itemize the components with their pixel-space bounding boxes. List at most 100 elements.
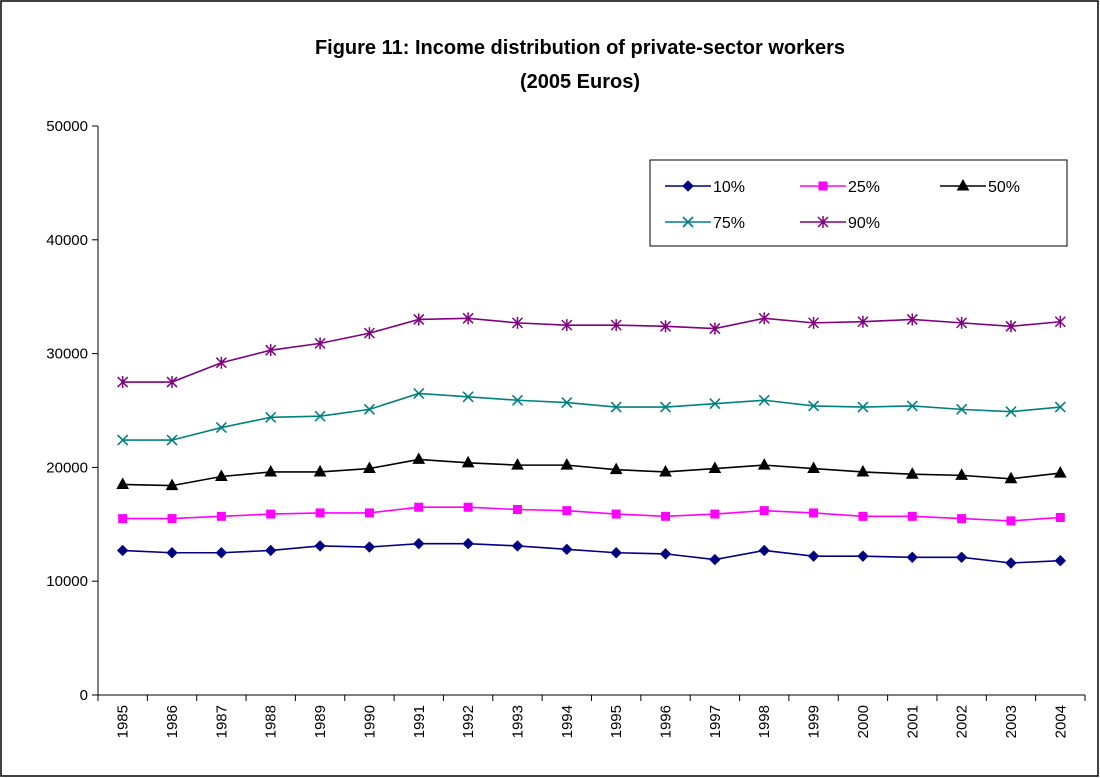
data-point-75pct bbox=[413, 387, 425, 399]
data-point-25pct bbox=[1006, 516, 1016, 526]
data-point-75pct bbox=[758, 394, 770, 406]
data-point-50pct bbox=[412, 452, 426, 464]
data-point-25pct bbox=[710, 509, 720, 519]
data-point-25pct bbox=[167, 514, 177, 524]
data-point-10pct bbox=[709, 553, 721, 566]
data-point-75pct bbox=[1005, 406, 1017, 418]
data-point-25pct bbox=[611, 509, 621, 519]
data-point-25pct bbox=[1055, 512, 1065, 522]
y-tick-label: 40000 bbox=[46, 232, 88, 249]
data-point-90pct bbox=[215, 356, 227, 369]
data-point-75pct bbox=[610, 401, 622, 413]
data-point-50pct bbox=[560, 458, 574, 470]
data-point-90pct bbox=[1054, 315, 1066, 328]
data-point-25pct bbox=[266, 509, 276, 519]
data-point-50pct bbox=[313, 464, 327, 477]
data-point-50pct bbox=[1053, 466, 1067, 478]
data-point-10pct bbox=[561, 543, 573, 556]
data-point-50pct bbox=[116, 477, 130, 489]
chart-subtitle: (2005 Euros) bbox=[520, 71, 640, 93]
data-point-25pct bbox=[512, 505, 522, 515]
data-point-90pct bbox=[956, 316, 968, 329]
data-point-25pct bbox=[907, 511, 917, 521]
data-point-25pct bbox=[957, 514, 967, 524]
axes: 0 10000 20000 30000 40000 50000 1985 1986 1987 19… bbox=[46, 118, 1086, 738]
legend-label-90pct: 90% bbox=[848, 215, 880, 232]
data-point-75pct bbox=[709, 398, 721, 410]
legend-box bbox=[649, 159, 1068, 247]
x-tick-label: 1990 bbox=[361, 705, 378, 738]
series-layer bbox=[116, 312, 1067, 569]
data-point-75pct bbox=[117, 434, 129, 446]
data-point-90pct bbox=[413, 313, 425, 326]
y-tick-label: 0 bbox=[80, 687, 88, 704]
data-point-10pct bbox=[758, 544, 770, 557]
x-tick-label: 1991 bbox=[411, 705, 428, 738]
x-tick-label: 1989 bbox=[312, 705, 329, 738]
data-point-10pct bbox=[116, 544, 129, 557]
data-point-90pct bbox=[1005, 320, 1017, 333]
chart-title: Figure 11: Income distribution of privat… bbox=[315, 37, 845, 59]
data-point-50pct bbox=[659, 464, 672, 477]
data-point-25pct bbox=[414, 502, 424, 512]
legend-label-10pct: 10% bbox=[713, 179, 745, 196]
series-75pct bbox=[117, 387, 1066, 446]
data-point-10pct bbox=[166, 547, 178, 559]
data-point-10pct bbox=[363, 541, 376, 553]
data-point-10pct bbox=[1005, 557, 1017, 569]
legend-marker-90pct bbox=[817, 216, 829, 228]
data-point-90pct bbox=[265, 344, 277, 357]
data-point-25pct bbox=[661, 511, 671, 521]
data-point-10pct bbox=[265, 544, 277, 557]
data-point-25pct bbox=[463, 502, 473, 512]
data-point-50pct bbox=[807, 461, 820, 474]
data-point-50pct bbox=[609, 462, 623, 475]
data-point-10pct bbox=[215, 547, 228, 559]
data-point-50pct bbox=[955, 468, 968, 480]
data-point-75pct bbox=[956, 403, 968, 415]
legend-marker-25pct bbox=[818, 181, 828, 191]
x-tick-label: 1998 bbox=[756, 705, 773, 738]
data-point-10pct bbox=[955, 551, 968, 564]
data-point-75pct bbox=[166, 434, 178, 446]
data-point-10pct bbox=[857, 550, 869, 562]
data-point-50pct bbox=[708, 461, 722, 474]
legend-marker-50pct bbox=[956, 178, 970, 191]
data-point-25pct bbox=[216, 511, 226, 521]
y-tick-label: 50000 bbox=[46, 118, 88, 135]
data-point-90pct bbox=[363, 327, 375, 340]
data-point-75pct bbox=[1054, 401, 1066, 413]
data-point-25pct bbox=[562, 506, 572, 516]
legend-marker-75pct bbox=[682, 216, 694, 228]
series-50pct bbox=[116, 452, 1067, 491]
data-point-90pct bbox=[906, 313, 918, 326]
series-90pct bbox=[117, 312, 1066, 389]
data-point-90pct bbox=[610, 319, 622, 332]
series-10pct bbox=[116, 537, 1067, 569]
data-point-10pct bbox=[314, 540, 326, 552]
data-point-50pct bbox=[165, 478, 179, 491]
x-tick-label: 1992 bbox=[460, 705, 477, 738]
data-point-25pct bbox=[118, 514, 128, 524]
legend-label-50pct: 50% bbox=[988, 179, 1020, 196]
series-line-50pct bbox=[122, 458, 1061, 487]
data-point-50pct bbox=[757, 458, 771, 470]
data-point-75pct bbox=[215, 422, 227, 434]
series-line-10pct bbox=[122, 542, 1061, 564]
data-point-75pct bbox=[561, 396, 573, 409]
data-point-90pct bbox=[709, 322, 721, 335]
data-point-90pct bbox=[117, 376, 129, 389]
data-point-90pct bbox=[462, 312, 474, 325]
x-tick-label: 1997 bbox=[707, 705, 724, 738]
data-point-50pct bbox=[511, 458, 524, 470]
series-line-90pct bbox=[122, 317, 1061, 383]
x-tick-label: 1985 bbox=[115, 705, 132, 738]
x-tick-label: 2001 bbox=[904, 705, 921, 738]
data-point-75pct bbox=[363, 403, 375, 415]
data-point-75pct bbox=[511, 394, 524, 406]
data-point-10pct bbox=[413, 537, 425, 550]
x-tick-label: 1994 bbox=[559, 705, 576, 738]
data-point-25pct bbox=[759, 506, 769, 516]
